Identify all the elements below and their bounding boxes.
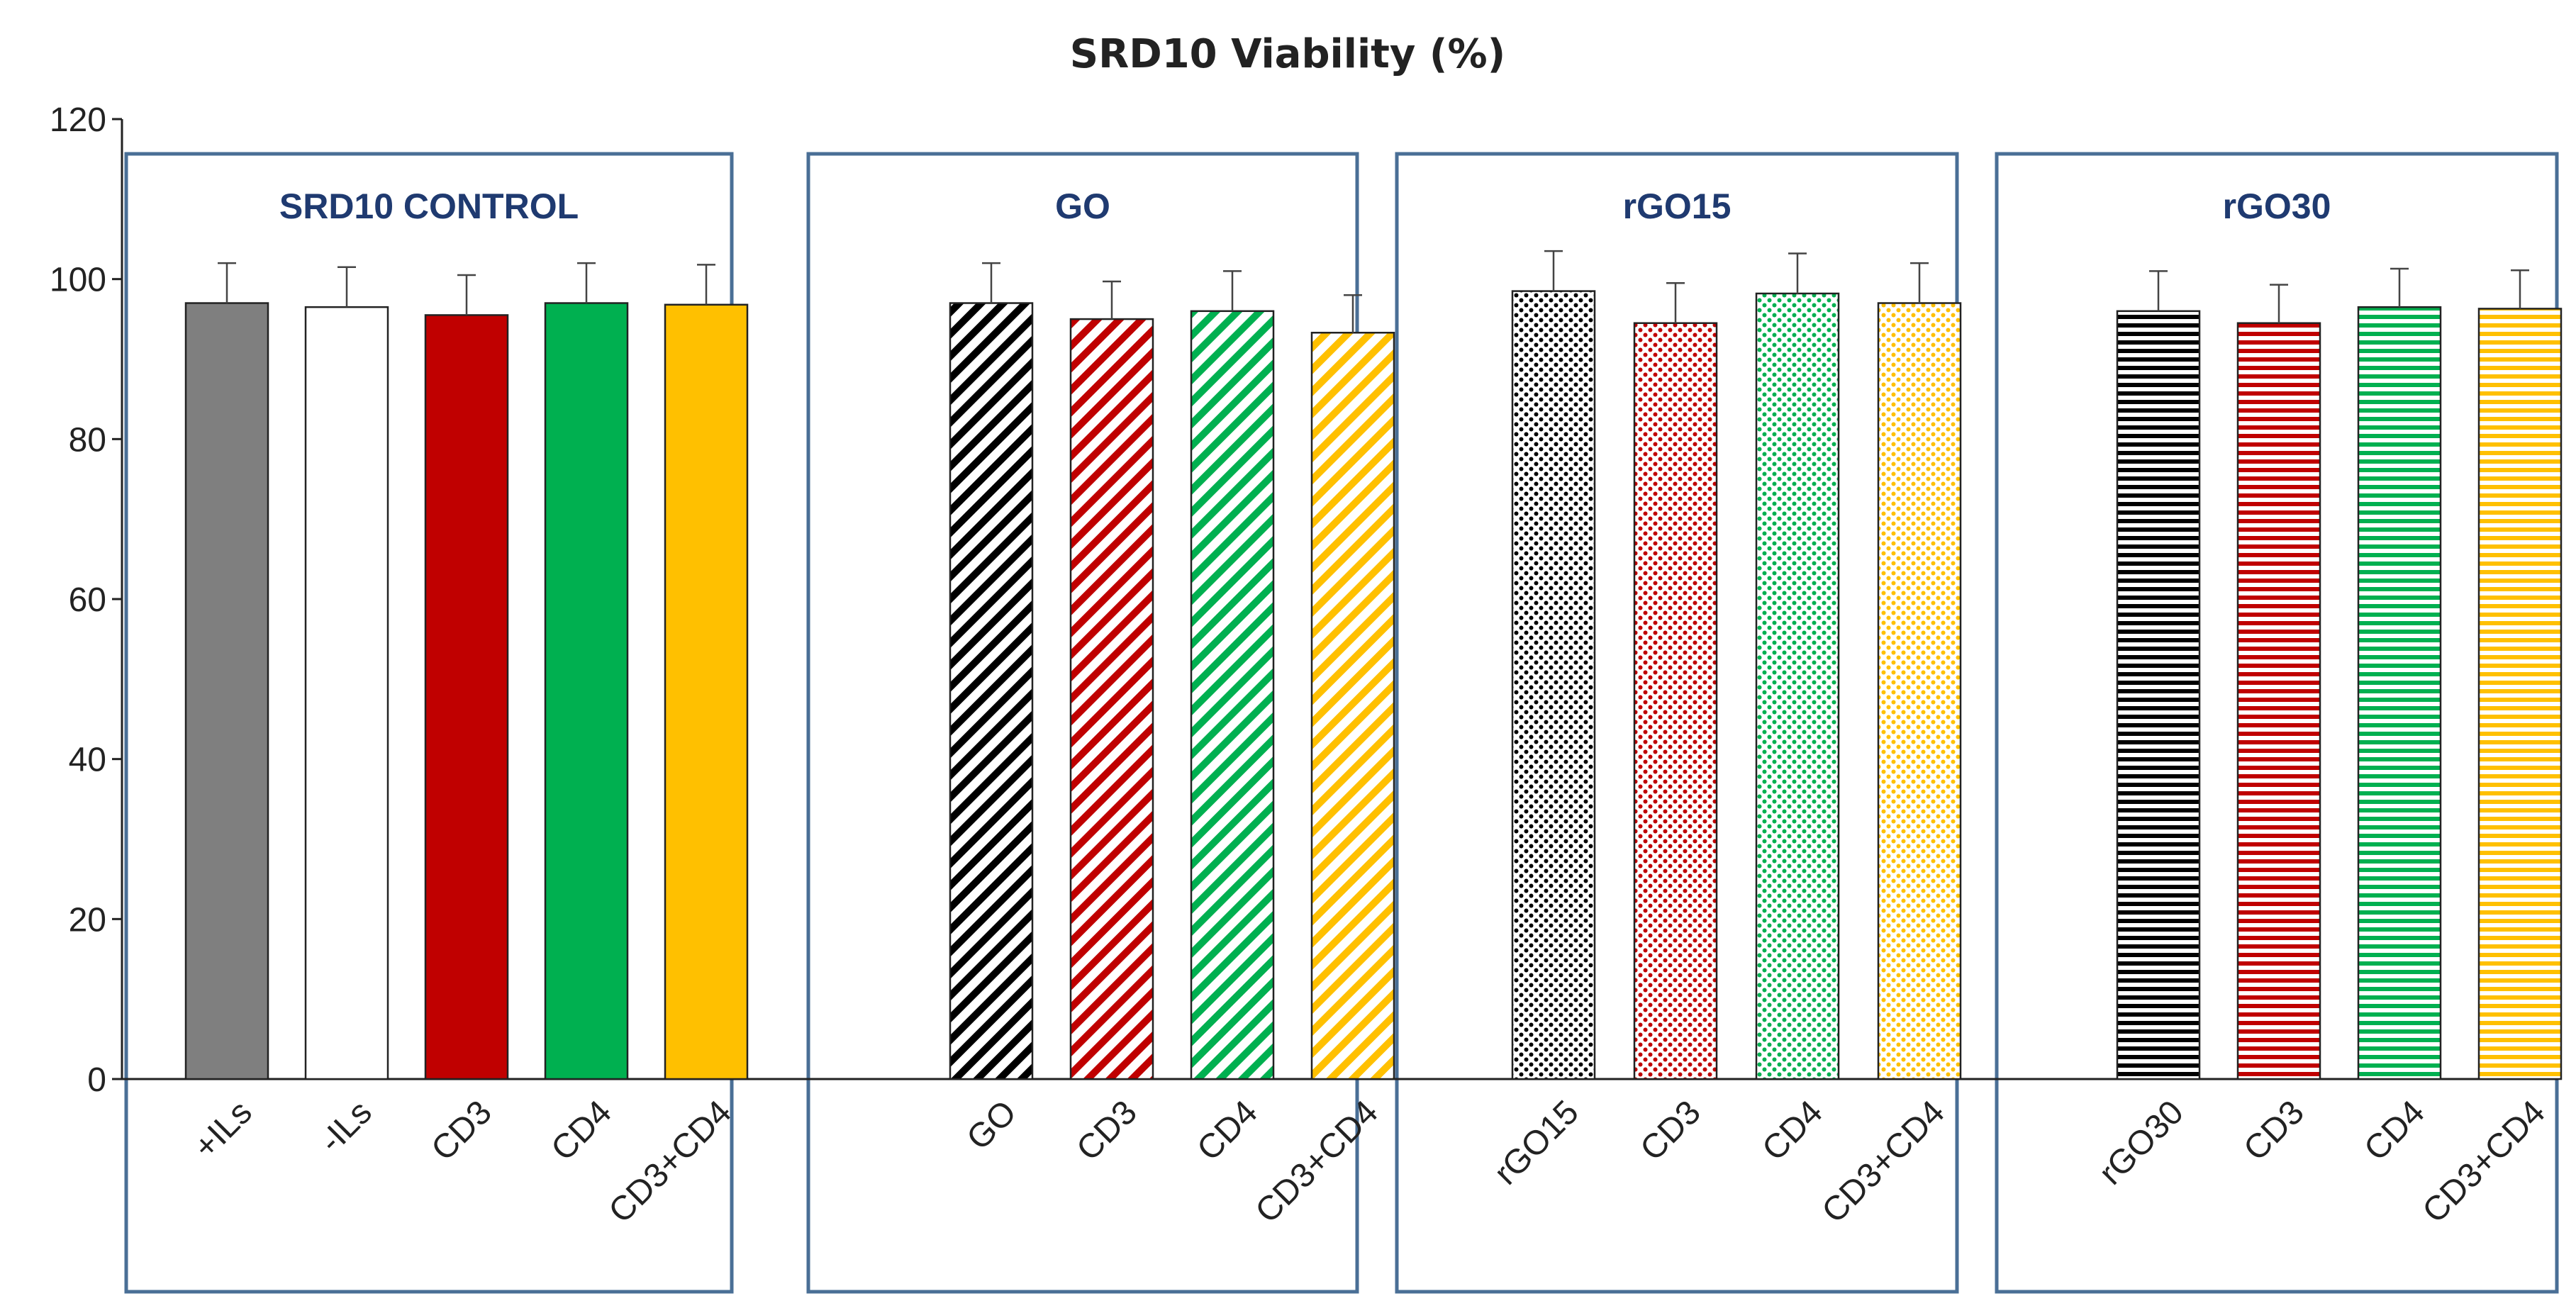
x-tick-label-go-cd3-cd4: CD3+CD4 bbox=[1249, 1093, 1385, 1230]
x-tick-label-srd10-control-ils: +ILs bbox=[186, 1093, 260, 1166]
y-tick-label: 60 bbox=[69, 581, 106, 619]
bar-rgo15-cd3-cd4 bbox=[1877, 302, 1962, 1080]
y-tick-label: 20 bbox=[69, 901, 106, 939]
bar-srd10-control-ils bbox=[304, 306, 389, 1080]
bar-go-cd4 bbox=[1190, 310, 1275, 1080]
group-title-rgo30: rGO30 bbox=[2223, 186, 2331, 226]
bar-rgo30-rgo30 bbox=[2116, 310, 2201, 1080]
bar-srd10-control-cd3 bbox=[424, 314, 509, 1080]
x-tick-label-rgo30-cd3-cd4: CD3+CD4 bbox=[2416, 1093, 2553, 1230]
x-tick-label-rgo30-cd4: CD4 bbox=[2357, 1093, 2431, 1168]
x-tick-label-rgo30-rgo30: rGO30 bbox=[2092, 1093, 2190, 1192]
x-tick-label-rgo15-cd3-cd4: CD3+CD4 bbox=[1815, 1093, 1952, 1230]
x-tick-label-srd10-control-cd3: CD3 bbox=[424, 1093, 498, 1168]
x-tick-label-srd10-control-cd3-cd4: CD3+CD4 bbox=[602, 1093, 739, 1230]
chart-title: SRD10 Viability (%) bbox=[1070, 31, 1505, 77]
x-tick-label-srd10-control-cd4: CD4 bbox=[544, 1093, 618, 1168]
bar-srd10-control-cd4 bbox=[544, 302, 629, 1080]
y-tick-label: 80 bbox=[69, 421, 106, 459]
x-tick-label-rgo15-cd3: CD3 bbox=[1633, 1093, 1707, 1168]
group-title-srd10-control: SRD10 CONTROL bbox=[279, 186, 579, 226]
y-tick-label: 40 bbox=[69, 742, 106, 779]
x-tick-label-rgo30-cd3: CD3 bbox=[2236, 1093, 2311, 1168]
bar-rgo15-rgo15 bbox=[1511, 290, 1596, 1080]
bar-go-go bbox=[949, 302, 1034, 1080]
y-tick-label: 0 bbox=[87, 1061, 106, 1099]
bar-rgo30-cd4 bbox=[2357, 306, 2442, 1080]
bar-rgo30-cd3 bbox=[2236, 322, 2321, 1080]
x-tick-label-go-cd3: CD3 bbox=[1069, 1093, 1144, 1168]
bar-srd10-control-ils bbox=[184, 302, 269, 1080]
bar-go-cd3 bbox=[1069, 318, 1154, 1080]
bar-rgo15-cd4 bbox=[1755, 292, 1840, 1080]
bar-go-cd3-cd4 bbox=[1310, 332, 1395, 1080]
group-title-go: GO bbox=[1055, 186, 1110, 226]
x-tick-label-rgo15-cd4: CD4 bbox=[1755, 1093, 1829, 1168]
x-tick-label-rgo15-rgo15: rGO15 bbox=[1487, 1093, 1585, 1192]
y-tick-label: 120 bbox=[50, 101, 106, 139]
x-tick-label-go-cd4: CD4 bbox=[1190, 1093, 1264, 1168]
y-tick-label: 100 bbox=[50, 262, 106, 299]
x-tick-label-go-go: GO bbox=[960, 1093, 1024, 1157]
group-title-rgo15: rGO15 bbox=[1623, 186, 1732, 226]
bar-srd10-control-cd3-cd4 bbox=[664, 303, 749, 1080]
bar-rgo15-cd3 bbox=[1633, 322, 1718, 1080]
bar-rgo30-cd3-cd4 bbox=[2477, 308, 2563, 1080]
x-tick-label-srd10-control-ils: -ILs bbox=[313, 1093, 379, 1160]
